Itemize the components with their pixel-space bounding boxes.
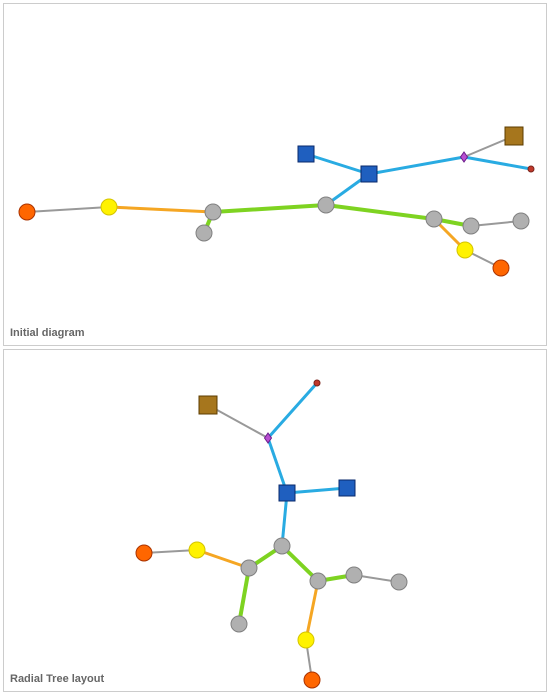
node-y_right: [457, 242, 473, 258]
node-g_left: [205, 204, 221, 220]
node-sq2: [361, 166, 377, 182]
edge-g_center-g_left: [213, 205, 326, 212]
edge-g_right-y_right: [306, 581, 318, 640]
node-sq1: [339, 480, 355, 496]
node-dia: [461, 152, 468, 162]
node-sq1: [298, 146, 314, 162]
node-br: [199, 396, 217, 414]
node-br: [505, 127, 523, 145]
edge-sq2-sq1: [306, 154, 369, 174]
node-g_left2: [196, 225, 212, 241]
edge-g_left-g_left2: [239, 568, 249, 624]
edge-y_left-o_left: [27, 207, 109, 212]
node-g_far: [391, 574, 407, 590]
edge-dia-tiny: [464, 157, 531, 169]
node-y_left: [189, 542, 205, 558]
node-g_left2: [231, 616, 247, 632]
edge-g_center-g_right: [326, 205, 434, 219]
node-y_right: [298, 632, 314, 648]
panel-initial: Initial diagram: [3, 3, 547, 346]
node-g_center: [274, 538, 290, 554]
node-g_right: [310, 573, 326, 589]
panel-label-initial: Initial diagram: [10, 327, 85, 339]
node-g_left: [241, 560, 257, 576]
node-tiny: [314, 380, 320, 386]
node-g_rr: [463, 218, 479, 234]
node-o_right: [304, 672, 320, 688]
node-o_left: [136, 545, 152, 561]
edge-sq2-sq1: [287, 488, 347, 493]
node-tiny: [528, 166, 534, 172]
node-o_right: [493, 260, 509, 276]
node-y_left: [101, 199, 117, 215]
node-g_far: [513, 213, 529, 229]
node-sq2: [279, 485, 295, 501]
node-o_left: [19, 204, 35, 220]
diagram-radial: [4, 350, 548, 693]
diagram-initial: [4, 4, 548, 347]
node-g_center: [318, 197, 334, 213]
edge-g_left-y_left: [109, 207, 213, 212]
panel-label-radial: Radial Tree layout: [10, 673, 104, 685]
edge-sq2-dia: [369, 157, 464, 174]
edge-dia-tiny: [268, 383, 317, 438]
panel-radial: Radial Tree layout: [3, 349, 547, 692]
node-g_rr: [346, 567, 362, 583]
node-g_right: [426, 211, 442, 227]
